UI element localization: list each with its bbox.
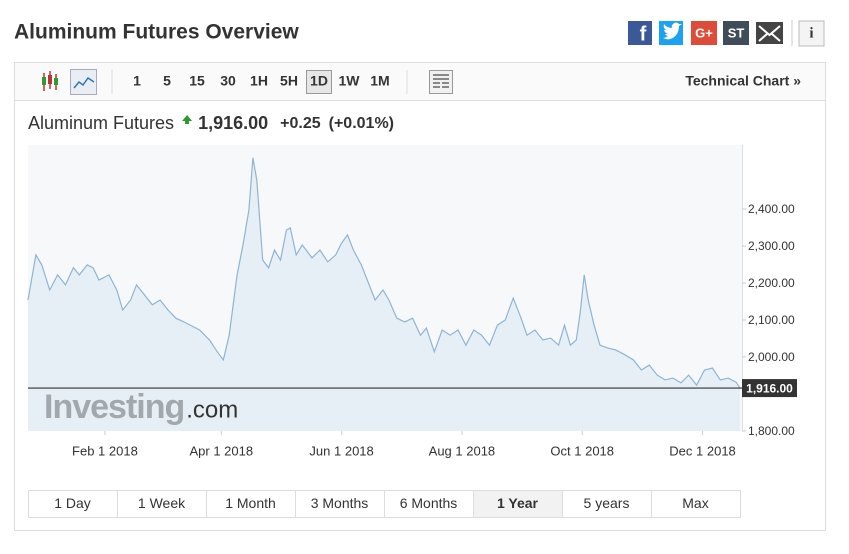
range-tab-label: 1 Week	[138, 495, 186, 511]
x-tick-label: Feb 1 2018	[72, 443, 138, 458]
price-line	[27, 157, 741, 389]
price-change-percent: (+0.01%)	[329, 115, 394, 132]
x-tick-label: Apr 1 2018	[189, 443, 253, 458]
watermark: Investing	[44, 388, 184, 426]
interval-button[interactable]: 5	[163, 73, 171, 89]
y-tick-label: 1,800.00	[748, 424, 795, 438]
instrument-name: Aluminum Futures	[28, 113, 174, 133]
x-tick-label: Jun 1 2018	[309, 443, 373, 458]
range-tab[interactable]	[206, 490, 296, 518]
line-icon[interactable]	[70, 69, 97, 95]
price-change: +0.25	[280, 115, 321, 132]
range-tab-label: 5 years	[584, 495, 630, 511]
range-tab-label: 3 Months	[311, 495, 369, 511]
interval-button[interactable]: 1W	[339, 73, 361, 89]
interval-button[interactable]: 1M	[370, 73, 389, 89]
x-tick-label: Dec 1 2018	[669, 443, 736, 458]
layout-glyph	[433, 74, 449, 88]
y-tick-label: 2,200.00	[748, 276, 795, 290]
range-tab-label: 1 Day	[54, 495, 91, 511]
area	[28, 157, 740, 431]
facebook-icon[interactable]	[628, 21, 652, 45]
interval-button[interactable]: 5H	[280, 73, 298, 89]
plot: Investing .com 1,800.00 2,000.00 2,100.00 2,2…	[27, 157, 797, 458]
up-arrow	[182, 115, 193, 124]
googleplus-label: G+	[695, 25, 713, 40]
info-icon[interactable]	[798, 20, 825, 47]
range-tab-label: Max	[682, 495, 708, 511]
technical-chart-link[interactable]: Technical Chart »	[685, 73, 801, 89]
interval-button[interactable]: 1H	[250, 73, 268, 89]
candle-icon[interactable]	[42, 71, 58, 91]
line-glyph	[73, 76, 95, 89]
interval-button[interactable]: 1D	[310, 73, 328, 89]
range-tab[interactable]	[28, 490, 118, 518]
range-tab-active[interactable]	[473, 490, 563, 518]
range-tab[interactable]	[117, 490, 207, 518]
range-tab[interactable]	[384, 490, 474, 518]
stocktwits-label: ST	[728, 25, 745, 40]
range-tab-label: 1 Month	[225, 495, 276, 511]
interval-button[interactable]: 15	[189, 73, 205, 89]
y-tick-label: 2,400.00	[748, 202, 795, 216]
googleplus-icon[interactable]	[691, 21, 717, 45]
price: 1,916.00	[198, 113, 268, 133]
x-tick-label: Oct 1 2018	[550, 443, 614, 458]
range-tab[interactable]	[295, 490, 385, 518]
y-tick-label: 2,300.00	[748, 239, 795, 253]
facebook-label: f	[640, 23, 647, 45]
interval-active-box	[306, 70, 332, 94]
range-tab-label: 6 Months	[400, 495, 458, 511]
toolbar	[15, 63, 825, 100]
y-tick-label: 2,100.00	[748, 313, 795, 327]
range-tab[interactable]	[651, 490, 741, 518]
info-label: i	[809, 25, 813, 41]
interval-button[interactable]: 30	[220, 73, 236, 89]
y-tick-label: 2,000.00	[748, 350, 795, 364]
layout-icon[interactable]	[429, 70, 453, 94]
range-tab-label: 1 Year	[497, 495, 539, 511]
interval-button[interactable]: 1	[133, 73, 141, 89]
stocktwits-icon[interactable]	[723, 21, 749, 45]
current-price-label: 1,916.00	[746, 381, 793, 395]
range-tabs: 1 Day 1 Week 1 Month 3 Months 6 Months 1 Year…	[28, 490, 741, 518]
watermark-suffix: .com	[186, 396, 238, 423]
range-tab[interactable]	[562, 490, 652, 518]
mail-glyph	[758, 25, 781, 42]
page-title: Aluminum Futures Overview	[14, 21, 299, 44]
current-price-box	[742, 379, 797, 398]
x-tick-label: Aug 1 2018	[429, 443, 496, 458]
twitter-bird	[663, 22, 682, 40]
